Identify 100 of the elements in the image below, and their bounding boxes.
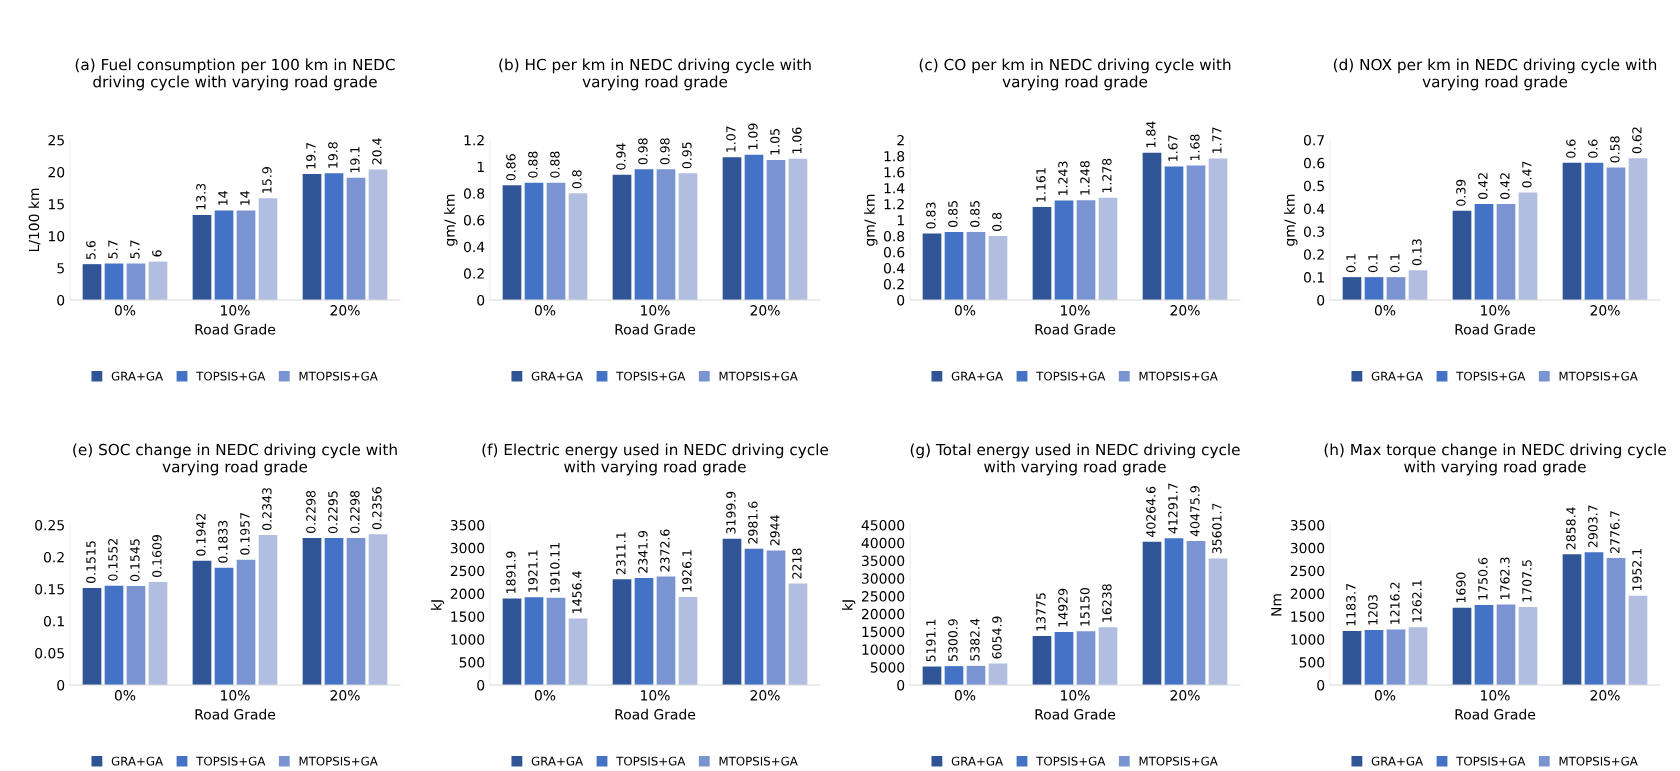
x-tick-label: 10% [221, 690, 250, 701]
x-axis-title: Road Grade [1035, 708, 1116, 720]
x-axis-title: Road Grade [1455, 323, 1536, 335]
data-label: 16238 [1102, 584, 1112, 622]
x-tick-label: 20% [1590, 305, 1620, 316]
data-label: 0.8 [992, 212, 1002, 232]
data-label: 2776.7 [1610, 511, 1620, 553]
y-tick-label: 35000 [862, 555, 905, 567]
data-label: 0.6 [1566, 139, 1576, 158]
data-label: 1921.1 [528, 550, 538, 592]
data-label: 1910.11 [550, 542, 560, 593]
x-tick-label: 0% [954, 305, 976, 316]
y-tick-label: 0.25 [35, 519, 64, 531]
bar [944, 232, 964, 300]
data-label: 1926.1 [682, 550, 692, 592]
legend-label: MTOPSIS+GA [719, 371, 798, 381]
bar [1562, 162, 1582, 300]
data-label: 19.7 [306, 142, 316, 169]
y-tick-label: 1000 [1291, 634, 1325, 645]
data-label: 5191.1 [926, 619, 936, 662]
bar [302, 537, 322, 685]
legend-label: MTOPSIS+GA [299, 371, 378, 381]
y-tick-label: 0.4 [883, 262, 905, 274]
bar [546, 597, 566, 685]
bar [104, 263, 124, 300]
y-tick-label: 20000 [861, 608, 905, 620]
data-label: 14 [218, 191, 228, 205]
bar [1386, 629, 1406, 685]
data-label: 1690 [1456, 572, 1466, 603]
bar [656, 576, 676, 685]
y-tick-label: 1.6 [884, 166, 905, 178]
data-label: 2981.6 [748, 501, 758, 544]
data-label: 6 [152, 250, 162, 257]
y-tick-label: 10 [48, 230, 65, 242]
bar [678, 173, 698, 300]
bar [1408, 627, 1428, 685]
bar [1452, 607, 1472, 685]
y-tick-label: 1500 [451, 611, 485, 622]
data-label: 0.1552 [108, 539, 118, 581]
x-tick-label: 20% [1170, 690, 1200, 701]
x-tick-label: 10% [1481, 305, 1510, 316]
bar [258, 535, 278, 685]
y-tick-label: 500 [1299, 657, 1325, 668]
data-label: 1216.2 [1390, 582, 1400, 624]
y-tick-label: 25 [48, 134, 64, 146]
legend-label: TOPSIS+GA [616, 756, 686, 766]
x-tick-label: 0% [114, 690, 136, 701]
bar [214, 210, 234, 300]
data-label: 0.2295 [328, 491, 338, 534]
data-label: 14 [240, 191, 250, 205]
data-label: 5.7 [108, 240, 118, 259]
x-tick-label: 0% [534, 305, 556, 316]
y-tick-label: 0.4 [1303, 203, 1325, 215]
y-tick-label: 1000 [451, 634, 485, 645]
bar [192, 214, 212, 300]
chart-title: (e) SOC change in NEDC driving cycle with varying road grade [73, 443, 397, 476]
y-axis-title: gm/ km [444, 194, 458, 246]
x-tick-label: 10% [641, 690, 670, 701]
x-tick-label: 20% [330, 690, 360, 701]
data-label: 5.6 [86, 240, 96, 260]
legend-label: MTOPSIS+GA [719, 756, 798, 766]
bar [1032, 207, 1052, 300]
y-tick-label: 1.8 [884, 150, 905, 162]
bar [126, 586, 146, 685]
data-label: 0.94 [616, 143, 626, 170]
y-tick-label: 25000 [861, 591, 905, 602]
data-label: 0.2298 [306, 490, 316, 533]
legend-label: GRA+GA [951, 371, 1004, 381]
data-label: 5300.9 [948, 619, 958, 662]
data-label: 1762.3 [1500, 557, 1510, 599]
legend-label: GRA+GA [531, 756, 584, 766]
data-label: 1.06 [792, 127, 802, 154]
bar [324, 173, 344, 300]
data-label: 2858.4 [1566, 507, 1576, 550]
x-tick-label: 20% [750, 690, 780, 701]
x-axis-title: Road Grade [615, 708, 696, 720]
data-label: 15150 [1080, 588, 1090, 626]
legend-label: MTOPSIS+GA [1559, 756, 1638, 766]
x-axis-title: Road Grade [1455, 708, 1536, 720]
data-label: 0.42 [1478, 173, 1488, 200]
legend-label: GRA+GA [111, 371, 164, 381]
y-tick-label: 0 [897, 294, 905, 306]
bar [1098, 627, 1118, 685]
y-tick-label: 0.5 [1303, 180, 1324, 192]
x-tick-label: 0% [534, 690, 556, 701]
bar [1584, 552, 1604, 685]
data-label: 0.85 [948, 201, 958, 228]
bar [148, 582, 168, 685]
bar [966, 232, 986, 300]
y-tick-label: 1 [477, 161, 484, 172]
y-axis-title: gm/ km [864, 194, 878, 246]
y-tick-label: 0.8 [463, 188, 485, 199]
data-label: 0.13 [1412, 239, 1422, 266]
data-label: 13.3 [196, 183, 206, 210]
bar [788, 158, 808, 300]
y-tick-label: 5 [57, 263, 64, 274]
x-tick-label: 10% [1481, 690, 1510, 701]
bar [766, 550, 786, 685]
data-label: 1.161 [1036, 168, 1046, 202]
data-label: 14929 [1058, 588, 1068, 627]
